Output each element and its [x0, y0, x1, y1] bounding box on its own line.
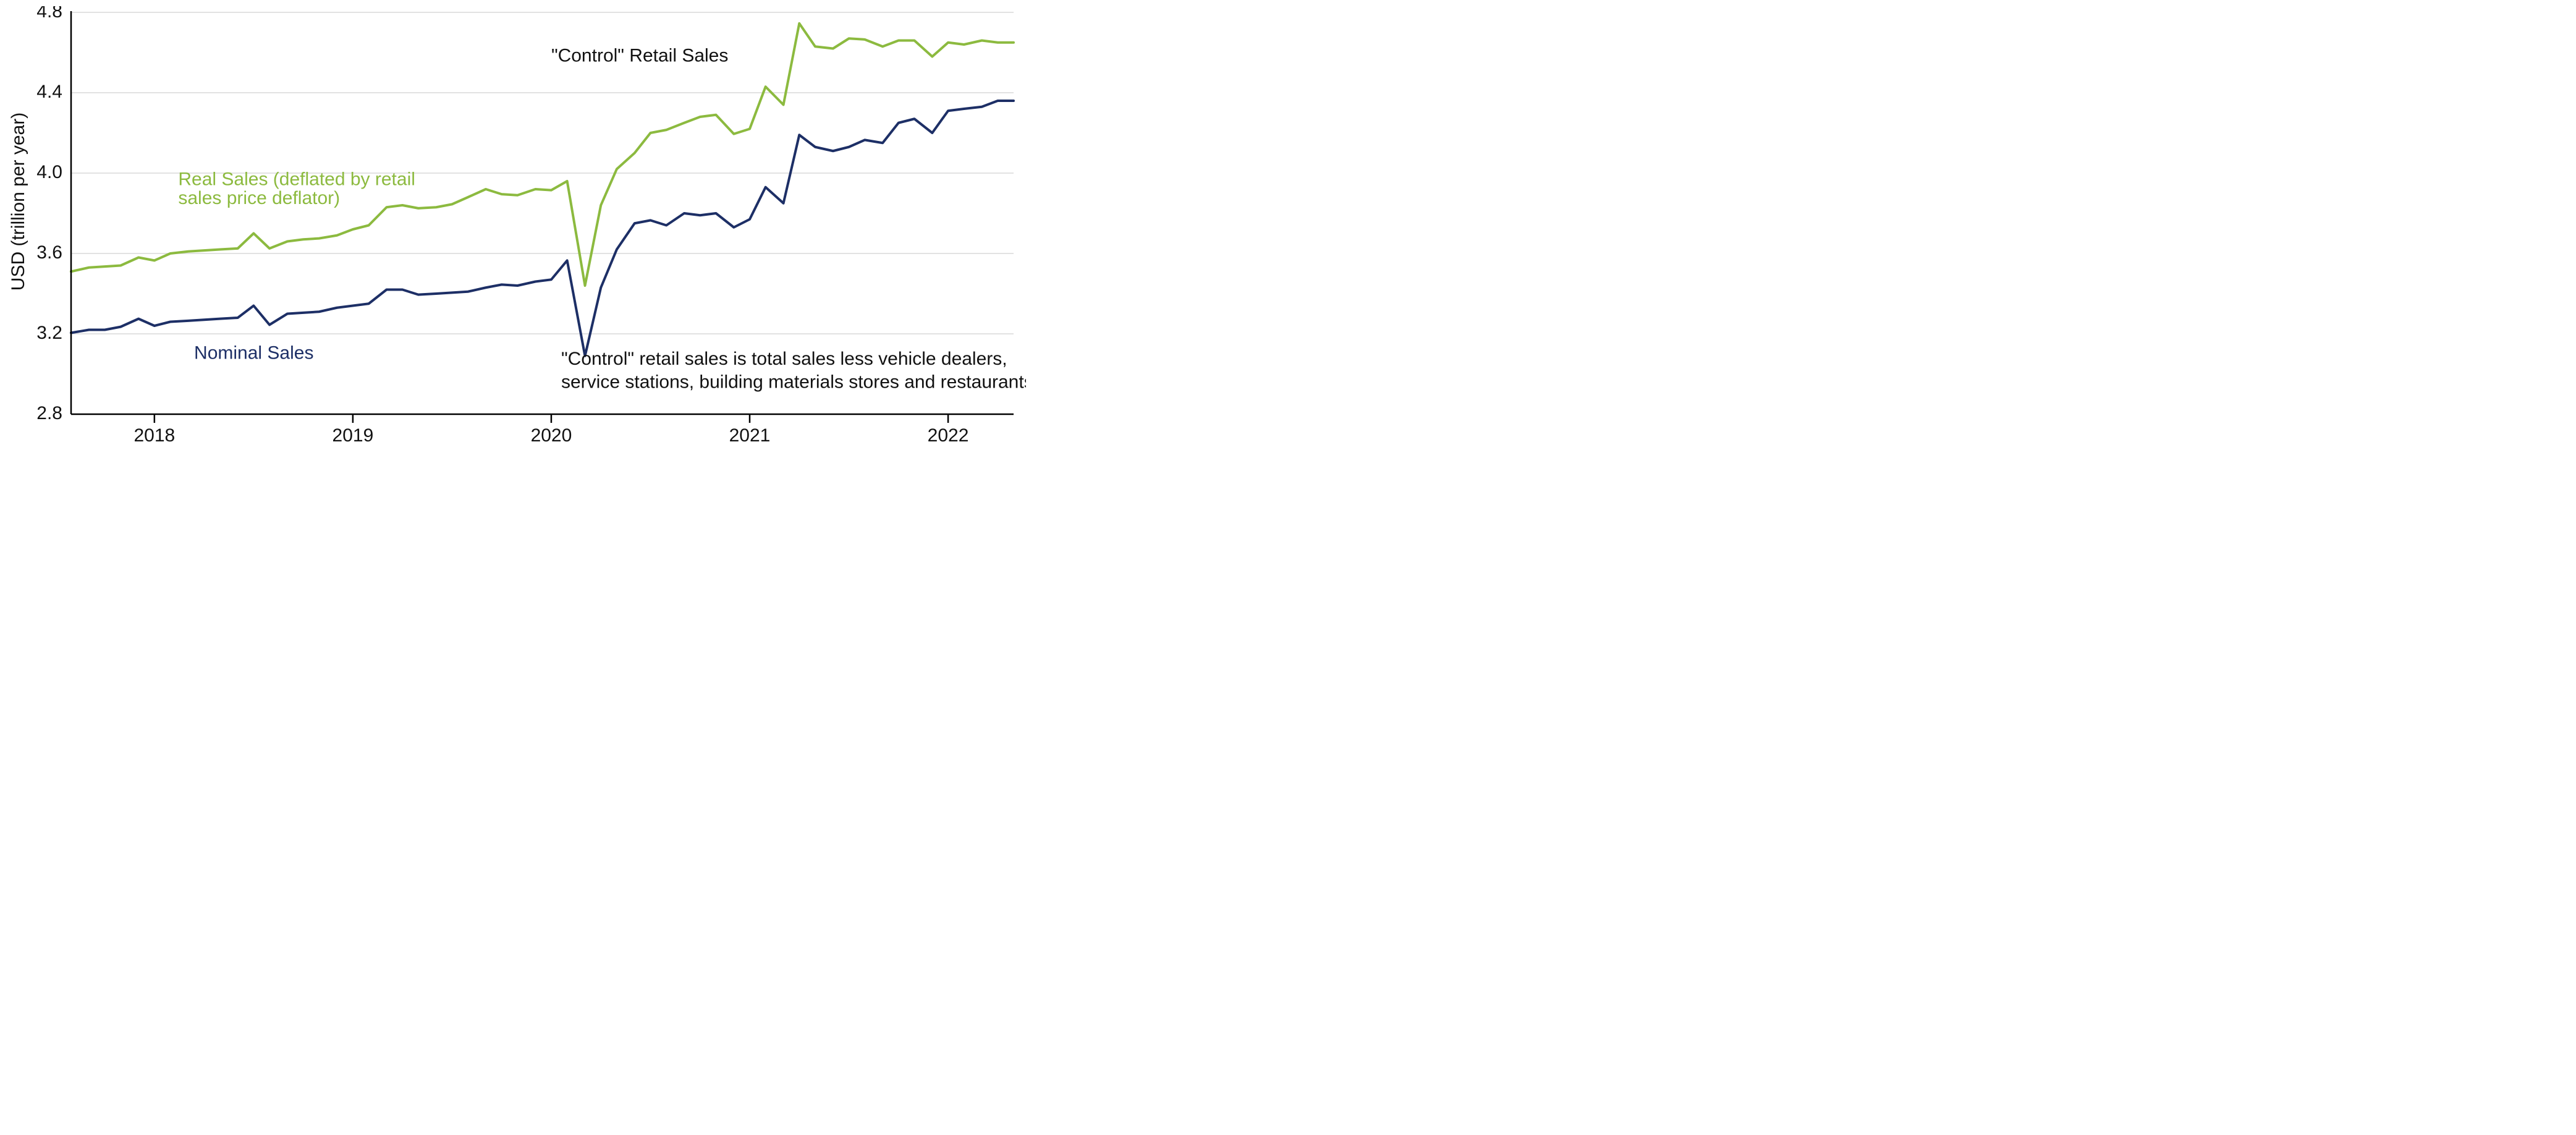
y-tick-label: 2.8	[36, 403, 62, 423]
y-tick-label: 3.6	[36, 242, 62, 263]
series-line	[71, 101, 1014, 356]
x-tick-label: 2022	[928, 425, 969, 446]
x-tick-label: 2019	[333, 425, 374, 446]
retail-sales-chart: USD (trillion per year) 2.8 3.2 3.6 4.0 4.4 4…	[6, 6, 1026, 451]
annotation: Real Sales (deflated by retail	[178, 169, 415, 189]
annotation: "Control" Retail Sales	[551, 45, 728, 66]
chart-svg: 2.8 3.2 3.6 4.0 4.4 4.8 2018 2019 2020 2021 2022 "C…	[6, 6, 1026, 451]
y-axis-label: USD (trillion per year)	[8, 112, 29, 290]
x-tick-label: 2021	[729, 425, 771, 446]
annotation: service stations, building materials sto…	[561, 372, 1026, 393]
y-tick-label: 4.0	[36, 162, 62, 182]
annotation: "Control" retail sales is total sales le…	[561, 349, 1007, 369]
annotation: Nominal Sales	[194, 342, 313, 363]
x-tick-label: 2020	[531, 425, 572, 446]
series-line	[71, 23, 1014, 286]
y-tick-label: 4.4	[36, 82, 62, 102]
y-tick-label: 4.8	[36, 6, 62, 22]
x-tick-label: 2018	[133, 425, 175, 446]
annotation: sales price deflator)	[178, 188, 340, 208]
y-tick-label: 3.2	[36, 323, 62, 343]
